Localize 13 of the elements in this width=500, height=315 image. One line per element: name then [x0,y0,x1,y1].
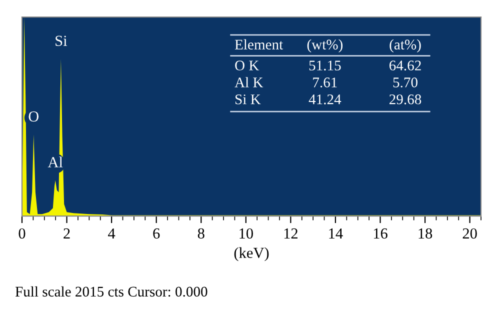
x-tick-label: 14 [329,228,343,238]
x-tick-label: 16 [374,228,388,239]
x-tick-label: 12 [284,228,298,238]
x-tick-label: 0 [18,228,26,239]
x-tick-label: 10 [240,228,253,239]
x-tick-label: 4 [108,228,116,238]
x-axis-title: (keV) [234,247,269,262]
x-tick-label: 2 [64,228,70,238]
text: Full scale 2015 cts Cursor: 0.000 [15,286,208,297]
x-tick-label: 8 [198,228,204,239]
x-tick-label: 6 [153,228,160,239]
x-tick-label: 18 [418,228,432,239]
x-tick-label: 20 [462,228,477,239]
